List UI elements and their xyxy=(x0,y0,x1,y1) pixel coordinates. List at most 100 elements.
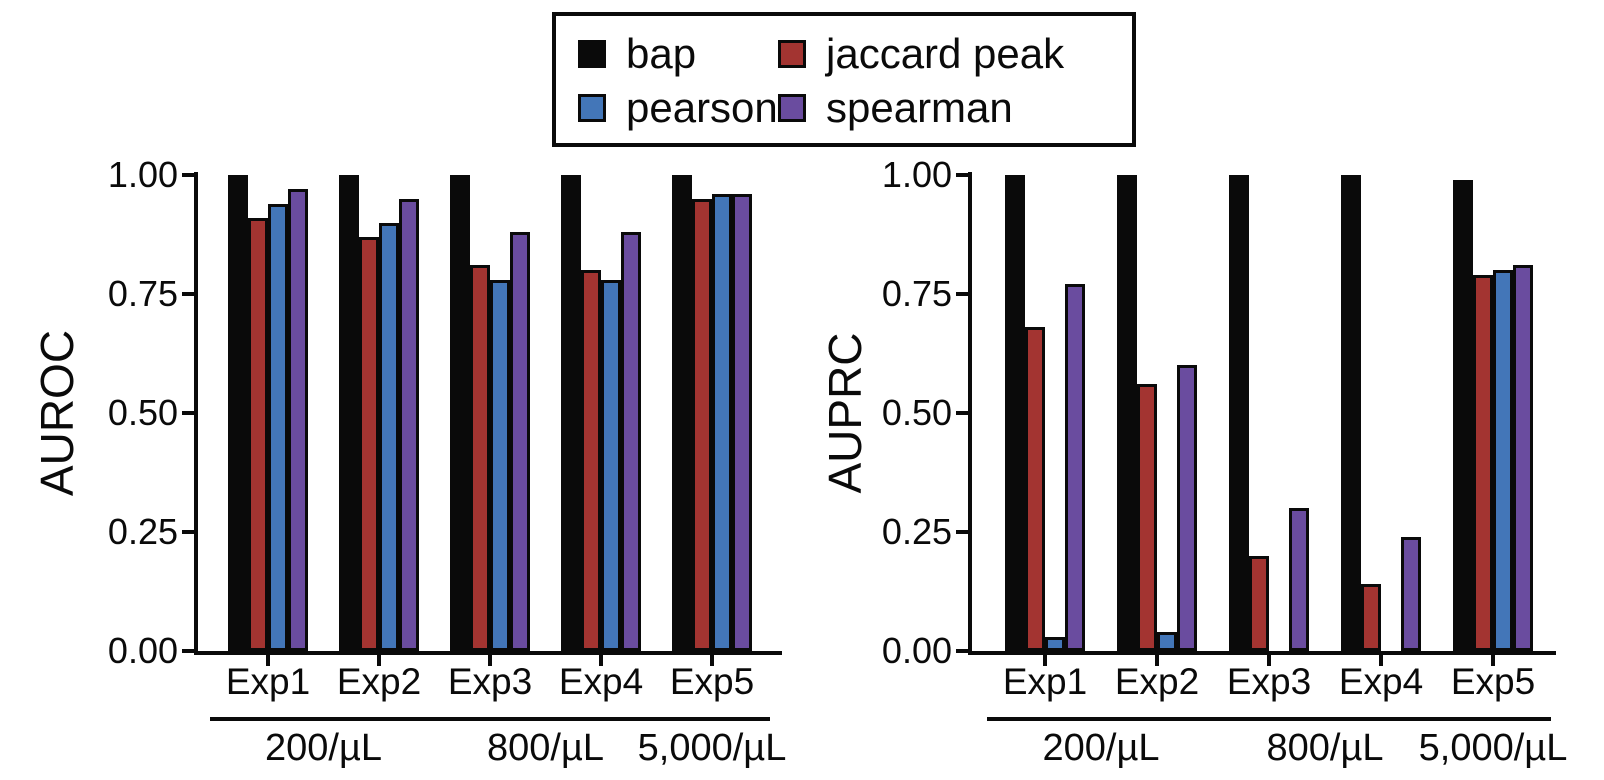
legend-label: spearman xyxy=(826,84,1013,131)
bar-pearson-exp5 xyxy=(1493,270,1513,651)
y-axis xyxy=(194,172,198,655)
bar-jaccard-peak-exp4 xyxy=(1361,584,1381,651)
x-category-label: Exp5 xyxy=(669,661,755,702)
bar-spearman-exp1 xyxy=(288,189,308,651)
y-axis-title: AUPRC xyxy=(819,332,871,494)
x-category-label: Exp2 xyxy=(336,661,422,702)
legend-swatch-jaccard-peak xyxy=(778,40,806,68)
bar-jaccard-peak-exp5 xyxy=(1473,275,1493,651)
x-category-label: Exp1 xyxy=(1002,661,1088,702)
y-tick-label: 0.25 xyxy=(881,511,952,552)
group-underline xyxy=(987,717,1215,721)
bar-bap-exp4 xyxy=(561,175,581,651)
x-tick xyxy=(488,655,492,666)
group-label: 5,000/µL xyxy=(1418,727,1568,769)
x-tick xyxy=(1491,655,1495,666)
x-category-label: Exp4 xyxy=(1338,661,1424,702)
bar-bap-exp4 xyxy=(1341,175,1361,651)
bar-jaccard-peak-exp5 xyxy=(692,199,712,651)
legend-item-pearson: pearson xyxy=(578,87,778,129)
group-label: 5,000/µL xyxy=(637,727,787,769)
bar-spearman-exp2 xyxy=(1177,365,1197,651)
x-category-label: Exp1 xyxy=(225,661,311,702)
bar-pearson-exp1 xyxy=(1045,637,1065,651)
y-tick-label: 0.25 xyxy=(107,511,178,552)
y-axis xyxy=(968,172,972,655)
x-tick xyxy=(599,655,603,666)
bar-bap-exp3 xyxy=(1229,175,1249,651)
x-tick xyxy=(1043,655,1047,666)
bar-pearson-exp1 xyxy=(268,204,288,651)
legend-label: pearson xyxy=(626,84,778,131)
bar-bap-exp5 xyxy=(1453,180,1473,651)
y-tick-label: 0.50 xyxy=(881,392,952,433)
y-tick xyxy=(182,649,194,653)
y-tick-label: 0.50 xyxy=(107,392,178,433)
bar-jaccard-peak-exp4 xyxy=(581,270,601,651)
bar-bap-exp5 xyxy=(672,175,692,651)
bar-jaccard-peak-exp3 xyxy=(1249,556,1269,651)
y-tick xyxy=(956,173,968,177)
x-tick xyxy=(1267,655,1271,666)
y-tick-label: 0.00 xyxy=(881,630,952,671)
y-tick xyxy=(182,173,194,177)
y-tick-label: 1.00 xyxy=(881,154,952,195)
bar-bap-exp3 xyxy=(450,175,470,651)
legend-swatch-spearman xyxy=(778,94,806,122)
y-tick xyxy=(956,292,968,296)
x-tick xyxy=(377,655,381,666)
bar-pearson-exp2 xyxy=(379,223,399,651)
bar-spearman-exp5 xyxy=(732,194,752,651)
bar-jaccard-peak-exp2 xyxy=(1137,384,1157,651)
legend-item-spearman: spearman xyxy=(778,87,1132,129)
bar-spearman-exp2 xyxy=(399,199,419,651)
legend-item-bap: bap xyxy=(578,33,778,75)
x-category-label: Exp5 xyxy=(1450,661,1536,702)
bar-pearson-exp2 xyxy=(1157,632,1177,651)
x-category-label: Exp3 xyxy=(447,661,533,702)
x-axis xyxy=(968,651,1556,655)
bar-spearman-exp1 xyxy=(1065,284,1085,651)
y-tick-label: 1.00 xyxy=(107,154,178,195)
legend-swatch-bap xyxy=(578,40,606,68)
y-tick-label: 0.75 xyxy=(881,273,952,314)
x-tick xyxy=(1155,655,1159,666)
group-label: 800/µL xyxy=(487,727,604,769)
bar-jaccard-peak-exp1 xyxy=(248,218,268,651)
y-tick-label: 0.75 xyxy=(107,273,178,314)
group-underline xyxy=(210,717,437,721)
x-axis xyxy=(194,651,782,655)
group-label: 200/µL xyxy=(1042,727,1160,769)
y-tick xyxy=(956,649,968,653)
group-underline xyxy=(432,717,659,721)
bar-bap-exp2 xyxy=(339,175,359,651)
x-category-label: Exp3 xyxy=(1226,661,1312,702)
bar-spearman-exp4 xyxy=(621,232,641,651)
bar-jaccard-peak-exp3 xyxy=(470,265,490,651)
legend: bap jaccard peak pearson spearman xyxy=(552,12,1136,147)
bar-spearman-exp3 xyxy=(510,232,530,651)
bar-jaccard-peak-exp1 xyxy=(1025,327,1045,651)
bar-spearman-exp3 xyxy=(1289,508,1309,651)
group-underline xyxy=(654,717,770,721)
y-tick xyxy=(956,411,968,415)
bar-pearson-exp3 xyxy=(490,280,510,651)
group-underline xyxy=(1435,717,1551,721)
y-tick xyxy=(182,530,194,534)
bar-pearson-exp5 xyxy=(712,194,732,651)
y-tick xyxy=(182,292,194,296)
x-category-label: Exp2 xyxy=(1114,661,1200,702)
x-category-label: Exp4 xyxy=(558,661,644,702)
group-label: 200/µL xyxy=(265,727,382,769)
bar-spearman-exp5 xyxy=(1513,265,1533,651)
y-tick xyxy=(182,411,194,415)
y-tick xyxy=(956,530,968,534)
legend-label: jaccard peak xyxy=(826,30,1065,77)
legend-swatch-pearson xyxy=(578,94,606,122)
x-tick xyxy=(266,655,270,666)
bar-bap-exp1 xyxy=(228,175,248,651)
bar-bap-exp1 xyxy=(1005,175,1025,651)
